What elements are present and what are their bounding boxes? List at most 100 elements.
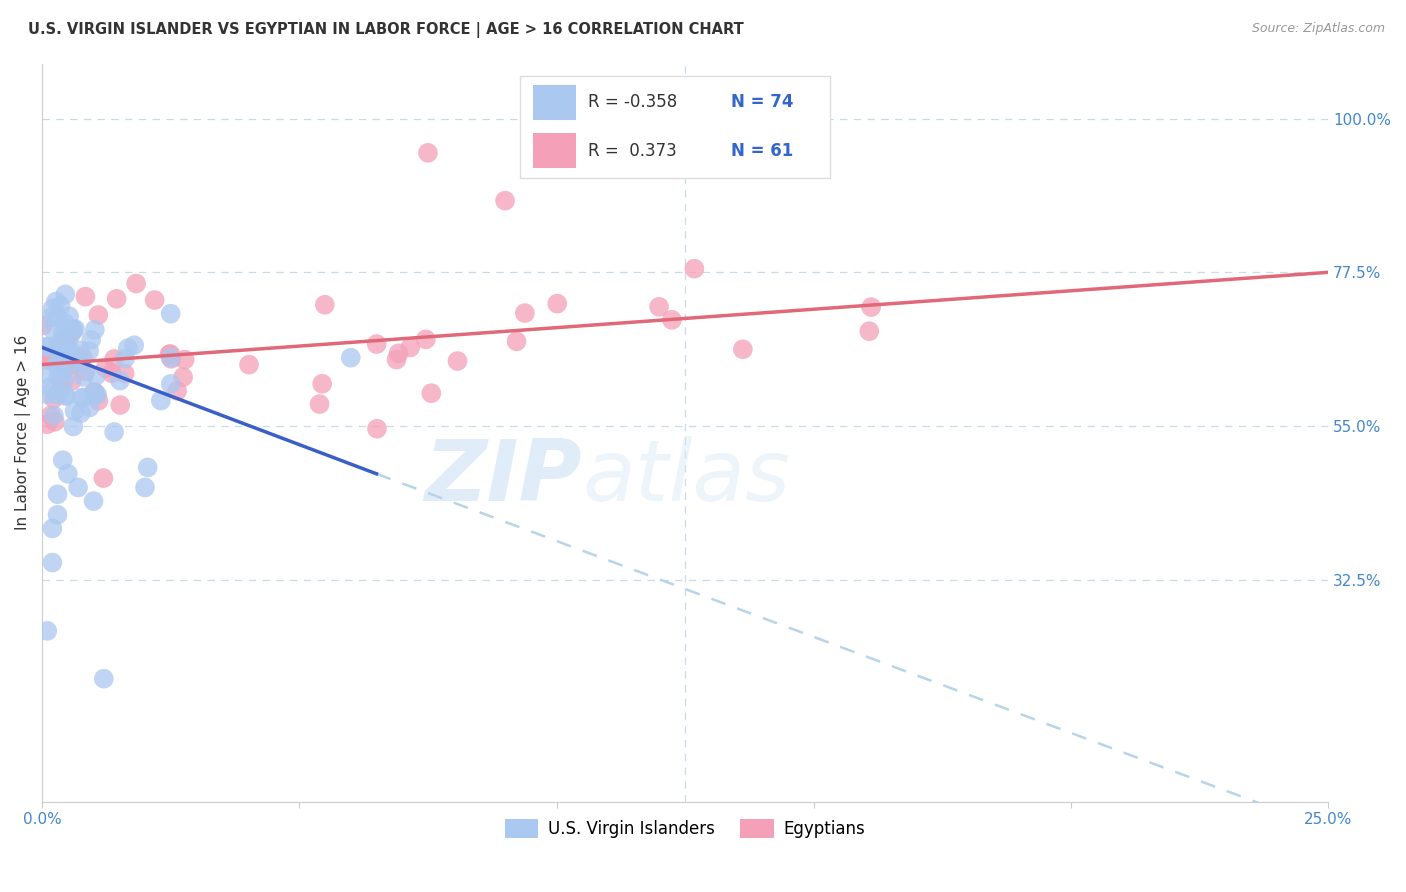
Point	[83, 323, 105, 337]
Text: R = -0.358: R = -0.358	[588, 94, 678, 112]
Point	[513, 306, 536, 320]
Point	[311, 376, 333, 391]
Point	[143, 293, 166, 307]
Point	[48, 363, 70, 377]
Point	[79, 401, 101, 415]
Point	[55, 388, 77, 402]
Point	[84, 368, 107, 383]
Point	[87, 308, 110, 322]
Point	[46, 337, 69, 351]
Point	[505, 334, 527, 349]
Point	[75, 364, 97, 378]
Point	[159, 347, 181, 361]
Point	[52, 336, 75, 351]
Point	[37, 350, 59, 364]
Point	[93, 471, 115, 485]
Point	[238, 358, 260, 372]
Point	[159, 307, 181, 321]
Text: R =  0.373: R = 0.373	[588, 142, 678, 160]
Point	[86, 387, 108, 401]
Point	[42, 392, 65, 406]
Point	[173, 352, 195, 367]
Point	[72, 351, 94, 365]
Point	[63, 404, 86, 418]
Point	[366, 422, 388, 436]
Point	[59, 322, 82, 336]
Text: N = 61: N = 61	[731, 142, 793, 160]
Bar	[533, 133, 576, 168]
Point	[49, 299, 72, 313]
Point	[62, 322, 84, 336]
Point	[45, 294, 67, 309]
Point	[420, 386, 443, 401]
Point	[62, 357, 84, 371]
Point	[58, 331, 80, 345]
Point	[42, 323, 65, 337]
Point	[166, 384, 188, 398]
Point	[72, 370, 94, 384]
Point	[100, 366, 122, 380]
Point	[39, 310, 62, 325]
Point	[37, 368, 59, 383]
Point	[41, 351, 63, 366]
Point	[80, 333, 103, 347]
Point	[172, 370, 194, 384]
Point	[108, 374, 131, 388]
Point	[159, 376, 181, 391]
Point	[308, 397, 330, 411]
Point	[44, 415, 66, 429]
Point	[314, 298, 336, 312]
Point	[117, 341, 139, 355]
Text: Source: ZipAtlas.com: Source: ZipAtlas.com	[1251, 22, 1385, 36]
Point	[84, 387, 107, 401]
Point	[53, 316, 76, 330]
Point	[72, 391, 94, 405]
Point	[46, 487, 69, 501]
Point	[37, 624, 59, 638]
Point	[59, 348, 82, 362]
Point	[49, 339, 72, 353]
Point	[37, 353, 59, 368]
Point	[58, 310, 80, 324]
Point	[87, 393, 110, 408]
Point	[494, 194, 516, 208]
Point	[53, 287, 76, 301]
Point	[55, 331, 77, 345]
Point	[546, 296, 568, 310]
Point	[366, 337, 388, 351]
Point	[75, 290, 97, 304]
Point	[46, 310, 69, 325]
Point	[48, 348, 70, 362]
Point	[37, 417, 59, 432]
Point	[52, 356, 75, 370]
Point	[70, 356, 93, 370]
Y-axis label: In Labor Force | Age > 16: In Labor Force | Age > 16	[15, 335, 31, 531]
Point	[661, 313, 683, 327]
Point	[53, 326, 76, 341]
Point	[157, 347, 180, 361]
Point	[42, 409, 65, 423]
Point	[446, 354, 468, 368]
Point	[63, 322, 86, 336]
Point	[49, 380, 72, 394]
Point	[41, 521, 63, 535]
Text: ZIP: ZIP	[425, 435, 582, 518]
Point	[46, 370, 69, 384]
Point	[339, 351, 361, 365]
Point	[94, 361, 117, 376]
Point	[648, 300, 671, 314]
Point	[415, 332, 437, 346]
Point	[93, 672, 115, 686]
Point	[60, 345, 83, 359]
Point	[41, 556, 63, 570]
Point	[67, 480, 90, 494]
Point	[136, 460, 159, 475]
Point	[48, 348, 70, 362]
Point	[105, 292, 128, 306]
Point	[103, 351, 125, 366]
Bar	[533, 85, 576, 120]
Point	[62, 419, 84, 434]
Point	[399, 340, 422, 354]
Point	[83, 494, 105, 508]
Point	[69, 343, 91, 358]
